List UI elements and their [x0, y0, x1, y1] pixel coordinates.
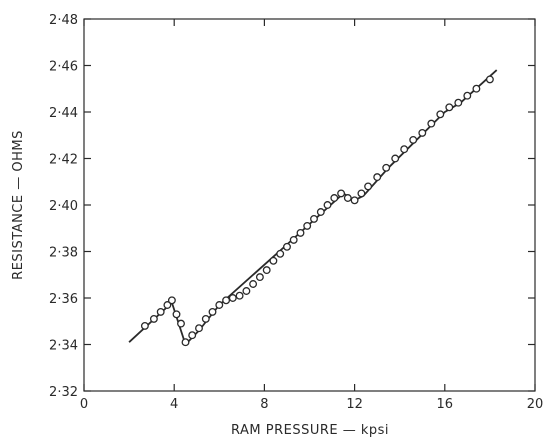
x-tick-label: 20 — [527, 397, 544, 412]
data-point — [487, 76, 494, 83]
data-point — [365, 183, 372, 190]
data-point — [173, 311, 180, 318]
data-point — [203, 316, 210, 323]
y-tick-label: 2·34 — [49, 339, 78, 354]
data-point — [324, 202, 331, 209]
y-tick-label: 2·44 — [49, 106, 78, 121]
data-point — [446, 104, 453, 111]
y-tick-label: 2·36 — [49, 292, 78, 307]
data-point — [473, 85, 480, 92]
data-point — [358, 190, 365, 197]
x-tick-label: 8 — [260, 397, 268, 412]
data-point — [455, 99, 462, 106]
axis-ticks — [84, 19, 535, 391]
data-point — [351, 197, 358, 204]
data-point — [304, 223, 311, 230]
data-point — [345, 195, 352, 202]
data-point — [383, 165, 390, 172]
data-point — [437, 111, 444, 118]
data-point — [257, 274, 264, 281]
x-tick-label: 4 — [170, 397, 178, 412]
data-point — [243, 288, 250, 295]
data-point — [428, 120, 435, 127]
data-point — [142, 323, 149, 330]
data-point — [209, 309, 216, 316]
y-tick-label: 2·40 — [49, 199, 78, 214]
data-point — [290, 237, 297, 244]
data-point — [464, 92, 471, 99]
x-axis-title: RAM PRESSURE — kpsi — [231, 423, 389, 438]
data-point — [270, 258, 277, 265]
data-point — [236, 292, 243, 299]
y-tick-labels: 2·32 2·34 2·36 2·38 2·40 2·42 2·44 2·46 2·48 — [49, 13, 78, 400]
data-point — [169, 297, 176, 304]
data-point — [178, 320, 185, 327]
data-point — [331, 195, 338, 202]
data-point — [223, 297, 230, 304]
data-point — [250, 281, 257, 288]
data-point — [297, 230, 304, 237]
data-point — [230, 295, 237, 302]
data-point — [277, 251, 284, 258]
x-tick-labels: 0 4 8 12 16 20 — [80, 397, 543, 412]
data-point — [338, 190, 345, 197]
data-point — [392, 155, 399, 162]
data-point — [263, 267, 270, 274]
data-point — [318, 209, 325, 216]
y-axis-title: RESISTANCE — OHMS — [11, 130, 26, 280]
data-point — [284, 244, 291, 251]
y-tick-label: 2·48 — [49, 13, 78, 28]
data-point — [374, 174, 381, 181]
data-point — [311, 216, 318, 223]
data-point — [419, 130, 426, 137]
data-point — [401, 146, 408, 153]
y-tick-label: 2·46 — [49, 60, 78, 75]
data-point — [182, 339, 189, 346]
y-tick-label: 2·32 — [49, 385, 78, 400]
y-tick-label: 2·38 — [49, 246, 78, 261]
x-tick-label: 0 — [80, 397, 88, 412]
x-tick-label: 16 — [437, 397, 454, 412]
data-point — [157, 309, 164, 316]
data-point — [216, 302, 223, 309]
data-point — [189, 332, 196, 339]
data-point — [151, 316, 158, 323]
y-tick-label: 2·42 — [49, 153, 78, 168]
series-points — [142, 76, 494, 345]
x-tick-label: 12 — [346, 397, 363, 412]
plot-frame — [84, 19, 535, 391]
data-point — [196, 325, 203, 332]
data-point — [410, 137, 417, 144]
